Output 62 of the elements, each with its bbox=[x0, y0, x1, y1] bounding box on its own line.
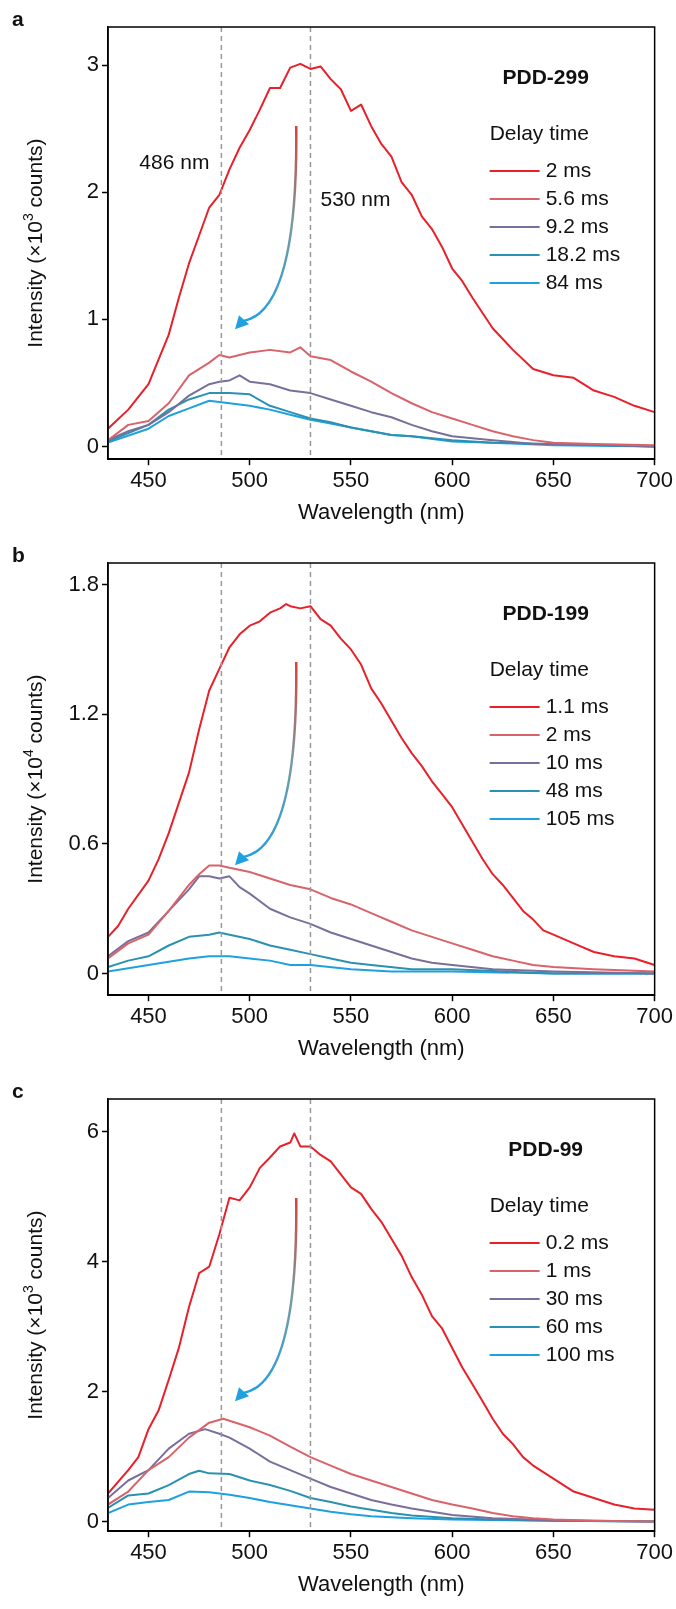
x-axis-title: Wavelength (nm) bbox=[297, 498, 465, 524]
y-axis-title: Intensity (×103 counts) bbox=[19, 138, 46, 348]
x-axis-title: Wavelength (nm) bbox=[297, 1034, 465, 1060]
legend-label: 105 ms bbox=[545, 805, 615, 829]
x-axis-title: Wavelength (nm) bbox=[297, 1570, 465, 1596]
legend-label: 2 ms bbox=[545, 157, 592, 181]
x-tick-label: 500 bbox=[231, 1003, 269, 1029]
x-tick-label: 650 bbox=[535, 467, 572, 493]
y-tick-label: 0 bbox=[86, 1507, 99, 1533]
y-tick-label: 0 bbox=[86, 432, 99, 458]
text: PDD-199 bbox=[502, 600, 589, 624]
legend-label: 100 ms bbox=[545, 1341, 615, 1365]
legend-title: Delay time bbox=[489, 120, 589, 144]
x-tick-label: 600 bbox=[433, 1003, 471, 1029]
legend-label: 48 ms bbox=[545, 777, 603, 801]
y-tick-label: 1 bbox=[86, 305, 99, 331]
x-tick-label: 550 bbox=[332, 1539, 370, 1565]
legend-label: 10 ms bbox=[545, 749, 603, 773]
legend-label: 2 ms bbox=[545, 721, 592, 745]
x-tick-label: 450 bbox=[130, 1539, 167, 1565]
legend-title: Delay time bbox=[489, 656, 589, 680]
legend-label: 5.6 ms bbox=[545, 185, 609, 209]
legend-label: 1 ms bbox=[545, 1257, 592, 1281]
legend-label: 0.2 ms bbox=[545, 1229, 609, 1253]
x-tick-label: 600 bbox=[433, 1539, 471, 1565]
y-axis-title: Intensity (×103 counts) bbox=[19, 1210, 46, 1420]
ref-line-label: 486 nm bbox=[139, 149, 210, 173]
text: PDD-299 bbox=[502, 64, 589, 88]
x-tick-label: 550 bbox=[332, 1003, 370, 1029]
x-tick-label: 500 bbox=[231, 1539, 269, 1565]
y-tick-label: 2 bbox=[86, 1377, 99, 1403]
text: b bbox=[12, 543, 25, 567]
legend-label: 1.1 ms bbox=[545, 693, 609, 717]
legend-label: 30 ms bbox=[545, 1285, 603, 1309]
legend-label: 9.2 ms bbox=[545, 213, 609, 237]
x-tick-label: 550 bbox=[332, 467, 370, 493]
legend-label: 18.2 ms bbox=[545, 241, 621, 265]
x-tick-label: 700 bbox=[636, 1003, 674, 1029]
x-tick-label: 700 bbox=[636, 1539, 674, 1565]
y-tick-label: 0.6 bbox=[68, 829, 99, 855]
x-tick-label: 500 bbox=[231, 467, 269, 493]
x-tick-label: 700 bbox=[636, 467, 674, 493]
y-axis-title: Intensity (×104 counts) bbox=[19, 674, 46, 884]
x-tick-label: 650 bbox=[535, 1003, 572, 1029]
text: a bbox=[12, 7, 24, 31]
text: PDD-99 bbox=[508, 1136, 583, 1160]
x-tick-label: 450 bbox=[130, 467, 167, 493]
legend-label: 84 ms bbox=[545, 269, 603, 293]
y-tick-label: 3 bbox=[86, 51, 99, 77]
y-tick-label: 1.2 bbox=[68, 700, 99, 726]
ref-line-label: 530 nm bbox=[320, 186, 391, 210]
legend-title: Delay time bbox=[489, 1192, 589, 1216]
y-tick-label: 2 bbox=[86, 178, 99, 204]
x-tick-label: 600 bbox=[433, 467, 471, 493]
legend-label: 60 ms bbox=[545, 1313, 603, 1337]
y-tick-label: 6 bbox=[86, 1117, 99, 1143]
x-tick-label: 450 bbox=[130, 1003, 167, 1029]
y-tick-label: 4 bbox=[86, 1247, 99, 1273]
y-tick-label: 1.8 bbox=[68, 570, 99, 596]
y-tick-label: 0 bbox=[86, 959, 99, 985]
text: c bbox=[12, 1079, 24, 1103]
x-tick-label: 650 bbox=[535, 1539, 572, 1565]
